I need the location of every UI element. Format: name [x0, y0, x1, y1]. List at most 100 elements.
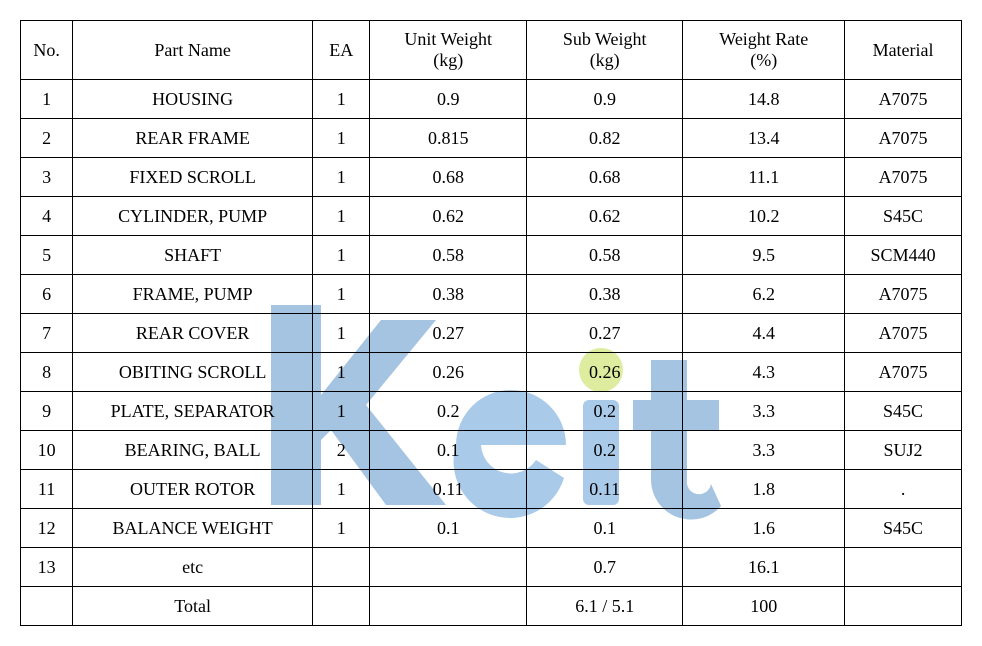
- cell-ea: [313, 548, 370, 587]
- col-part: Part Name: [73, 21, 313, 80]
- cell-sw: 0.2: [526, 392, 682, 431]
- cell-mat: A7075: [845, 353, 962, 392]
- cell-mat: .: [845, 470, 962, 509]
- cell-mat: A7075: [845, 275, 962, 314]
- cell-sw: 0.9: [526, 80, 682, 119]
- cell-ea: 1: [313, 80, 370, 119]
- cell-mat: S45C: [845, 392, 962, 431]
- cell-ea: 1: [313, 158, 370, 197]
- cell-uw: 0.2: [370, 392, 526, 431]
- cell-part: PLATE, SEPARATOR: [73, 392, 313, 431]
- cell-uw: [370, 587, 526, 626]
- cell-sw: 0.82: [526, 119, 682, 158]
- cell-no: 9: [21, 392, 73, 431]
- cell-uw: 0.1: [370, 431, 526, 470]
- cell-no: 10: [21, 431, 73, 470]
- cell-wr: 4.3: [683, 353, 845, 392]
- cell-part: SHAFT: [73, 236, 313, 275]
- cell-ea: 2: [313, 431, 370, 470]
- cell-uw: 0.27: [370, 314, 526, 353]
- cell-mat: [845, 587, 962, 626]
- cell-sw: 0.68: [526, 158, 682, 197]
- parts-table: No. Part Name EA Unit Weight(kg) Sub Wei…: [20, 20, 962, 626]
- cell-no: 13: [21, 548, 73, 587]
- cell-sw: 0.1: [526, 509, 682, 548]
- cell-part: REAR FRAME: [73, 119, 313, 158]
- table-row: 12BALANCE WEIGHT10.10.11.6S45C: [21, 509, 962, 548]
- cell-uw: 0.815: [370, 119, 526, 158]
- cell-uw: 0.1: [370, 509, 526, 548]
- cell-wr: 3.3: [683, 431, 845, 470]
- cell-no: [21, 587, 73, 626]
- cell-part: FRAME, PUMP: [73, 275, 313, 314]
- cell-mat: [845, 548, 962, 587]
- cell-wr: 100: [683, 587, 845, 626]
- cell-ea: 1: [313, 353, 370, 392]
- table-row: 8OBITING SCROLL10.260.264.3A7075: [21, 353, 962, 392]
- cell-no: 1: [21, 80, 73, 119]
- table-row: 10BEARING, BALL20.10.23.3SUJ2: [21, 431, 962, 470]
- cell-wr: 6.2: [683, 275, 845, 314]
- table-body: 1HOUSING10.90.914.8A70752REAR FRAME10.81…: [21, 80, 962, 626]
- cell-uw: 0.26: [370, 353, 526, 392]
- col-mat: Material: [845, 21, 962, 80]
- cell-no: 7: [21, 314, 73, 353]
- cell-ea: 1: [313, 119, 370, 158]
- table-header-row: No. Part Name EA Unit Weight(kg) Sub Wei…: [21, 21, 962, 80]
- cell-ea: 1: [313, 470, 370, 509]
- cell-sw: 0.11: [526, 470, 682, 509]
- cell-uw: 0.9: [370, 80, 526, 119]
- table-row: 1HOUSING10.90.914.8A7075: [21, 80, 962, 119]
- cell-wr: 10.2: [683, 197, 845, 236]
- col-no: No.: [21, 21, 73, 80]
- cell-part: HOUSING: [73, 80, 313, 119]
- table-row: 13etc0.716.1: [21, 548, 962, 587]
- cell-no: 12: [21, 509, 73, 548]
- cell-no: 8: [21, 353, 73, 392]
- cell-sw: 0.62: [526, 197, 682, 236]
- cell-no: 3: [21, 158, 73, 197]
- cell-wr: 14.8: [683, 80, 845, 119]
- col-ea: EA: [313, 21, 370, 80]
- cell-part: BALANCE WEIGHT: [73, 509, 313, 548]
- col-uw: Unit Weight(kg): [370, 21, 526, 80]
- cell-ea: 1: [313, 392, 370, 431]
- cell-part: REAR COVER: [73, 314, 313, 353]
- cell-uw: 0.58: [370, 236, 526, 275]
- cell-wr: 4.4: [683, 314, 845, 353]
- cell-uw: 0.38: [370, 275, 526, 314]
- cell-uw: 0.68: [370, 158, 526, 197]
- table-total-row: Total6.1 / 5.1100: [21, 587, 962, 626]
- table-row: 9PLATE, SEPARATOR10.20.23.3S45C: [21, 392, 962, 431]
- cell-part: Total: [73, 587, 313, 626]
- cell-mat: SUJ2: [845, 431, 962, 470]
- cell-part: OBITING SCROLL: [73, 353, 313, 392]
- cell-no: 6: [21, 275, 73, 314]
- cell-no: 2: [21, 119, 73, 158]
- cell-wr: 3.3: [683, 392, 845, 431]
- cell-ea: 1: [313, 197, 370, 236]
- cell-mat: A7075: [845, 119, 962, 158]
- cell-mat: S45C: [845, 509, 962, 548]
- cell-part: OUTER ROTOR: [73, 470, 313, 509]
- cell-part: etc: [73, 548, 313, 587]
- cell-mat: A7075: [845, 158, 962, 197]
- cell-wr: 11.1: [683, 158, 845, 197]
- table-row: 2REAR FRAME10.8150.8213.4A7075: [21, 119, 962, 158]
- cell-part: CYLINDER, PUMP: [73, 197, 313, 236]
- cell-mat: SCM440: [845, 236, 962, 275]
- cell-mat: A7075: [845, 314, 962, 353]
- cell-uw: 0.11: [370, 470, 526, 509]
- cell-ea: 1: [313, 509, 370, 548]
- table-row: 11OUTER ROTOR10.110.111.8.: [21, 470, 962, 509]
- cell-wr: 9.5: [683, 236, 845, 275]
- cell-no: 5: [21, 236, 73, 275]
- col-wr: Weight Rate(%): [683, 21, 845, 80]
- cell-sw: 0.7: [526, 548, 682, 587]
- cell-ea: 1: [313, 314, 370, 353]
- cell-no: 4: [21, 197, 73, 236]
- cell-no: 11: [21, 470, 73, 509]
- cell-part: BEARING, BALL: [73, 431, 313, 470]
- cell-ea: [313, 587, 370, 626]
- table-row: 3FIXED SCROLL10.680.6811.1A7075: [21, 158, 962, 197]
